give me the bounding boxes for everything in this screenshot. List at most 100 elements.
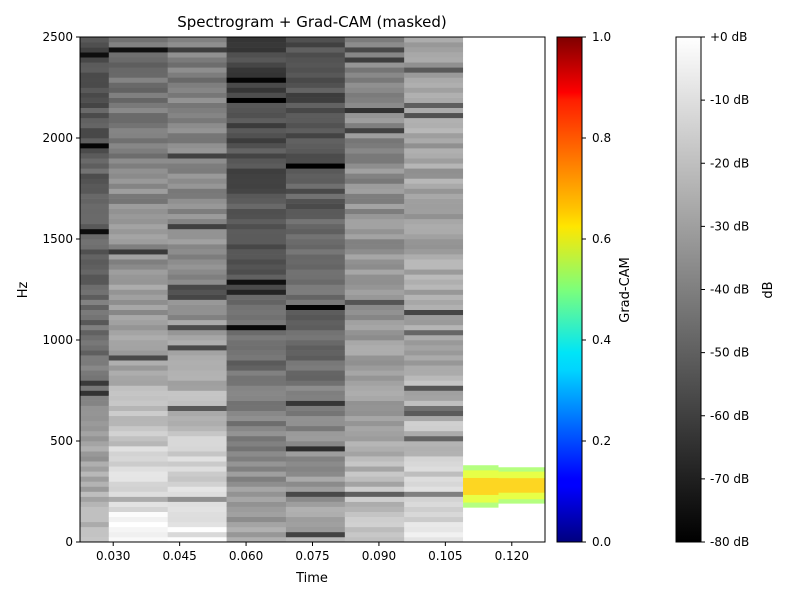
spectrogram-cell [80, 496, 110, 502]
spectrogram-cell [344, 233, 405, 240]
spectrogram-cell [108, 178, 168, 184]
spectrogram-cell [285, 340, 346, 346]
spectrogram-cell [108, 143, 168, 149]
spectrogram-cell [404, 198, 464, 204]
spectrogram-cell [404, 208, 464, 215]
x-tick-label: 0.105 [428, 549, 462, 563]
spectrogram-cell [404, 385, 464, 391]
spectrogram-cell [344, 249, 405, 255]
spectrogram-cell [404, 324, 464, 331]
spectrogram-cell [226, 193, 287, 199]
spectrogram-cell [167, 244, 227, 250]
spectrogram-cell [463, 501, 545, 507]
spectrogram-cell [226, 491, 287, 497]
spectrogram-cell [108, 62, 168, 68]
spectrogram-cell [463, 319, 545, 326]
spectrogram-cell [463, 183, 545, 189]
spectrogram-cell [285, 163, 346, 169]
spectrogram-cell [108, 42, 168, 48]
spectrogram-cell [404, 239, 464, 245]
x-tick-label: 0.030 [96, 549, 130, 563]
spectrogram-cell [80, 143, 110, 149]
spectrogram-cell [167, 82, 227, 88]
spectrogram-cell [80, 299, 110, 305]
spectrogram-cell [285, 309, 346, 316]
spectrogram-cell [404, 441, 464, 447]
spectrogram-cell [167, 451, 227, 457]
spectrogram-cell [404, 279, 464, 285]
spectrogram-cell [344, 329, 405, 336]
gradcam-colorbar-tick-label: 0.8 [592, 131, 611, 145]
spectrogram-cell [344, 486, 405, 492]
spectrogram-cell [285, 350, 346, 356]
spectrogram-cell [404, 390, 464, 396]
spectrogram-cell [463, 456, 545, 462]
spectrogram-cell [344, 456, 405, 462]
spectrogram-cell [285, 345, 346, 351]
spectrogram-cell [226, 42, 287, 48]
spectrogram-cell [285, 395, 346, 401]
spectrogram-cell [226, 244, 287, 250]
spectrogram-cell [167, 289, 227, 295]
spectrogram-cell [285, 72, 346, 78]
spectrogram-cell [404, 309, 464, 316]
spectrogram-cell [344, 319, 405, 326]
spectrogram-cell [108, 203, 168, 209]
spectrogram-cell [404, 400, 464, 406]
spectrogram-cell [80, 82, 110, 88]
spectrogram-cell [226, 274, 287, 280]
spectrogram-cell [226, 233, 287, 240]
spectrogram-cell [285, 47, 346, 53]
spectrogram-cell [108, 309, 168, 316]
spectrogram-cell [344, 380, 405, 386]
spectrogram-cell [108, 87, 168, 93]
spectrogram-cell [80, 47, 110, 53]
spectrogram-cell [285, 461, 346, 467]
spectrogram-cell [463, 350, 545, 356]
spectrogram-cell [108, 284, 168, 290]
spectrogram-cell [344, 400, 405, 406]
spectrogram-cell [285, 466, 346, 472]
spectrogram-cell [344, 415, 405, 422]
spectrogram-cell [404, 259, 464, 265]
spectrogram-cell [226, 97, 287, 103]
spectrogram-cell [80, 249, 110, 255]
spectrogram-cell [108, 461, 168, 467]
spectrogram-cell [404, 319, 464, 326]
spectrogram-cell [167, 324, 227, 331]
spectrogram-cell [285, 127, 346, 134]
gradcam-region-core [463, 477, 499, 495]
spectrogram-cell [108, 228, 168, 235]
spectrogram-cell [285, 158, 346, 164]
spectrogram-cell [344, 92, 405, 98]
y-tick-label: 1500 [42, 232, 73, 246]
spectrogram-cell [285, 476, 346, 482]
spectrogram-cell [108, 67, 168, 73]
spectrogram-cell [344, 289, 405, 295]
spectrogram-cell [285, 521, 346, 528]
gradcam-colorbar-tick-label: 0.0 [592, 535, 611, 549]
spectrogram-cell [226, 526, 287, 533]
spectrogram-cell [226, 82, 287, 88]
spectrogram-cell [226, 501, 287, 507]
spectrogram-cell [80, 284, 110, 290]
spectrogram-cell [108, 249, 168, 255]
spectrogram-cell [285, 481, 346, 487]
spectrogram-cell [167, 37, 227, 43]
y-tick-label: 0 [65, 535, 73, 549]
spectrogram-cell [80, 425, 110, 432]
spectrogram-cell [285, 122, 346, 129]
spectrogram-cell [463, 228, 545, 235]
spectrogram-cell [463, 178, 545, 184]
spectrogram-cell [404, 340, 464, 346]
spectrogram-cell [80, 360, 110, 366]
spectrogram-cell [108, 208, 168, 215]
spectrogram-cell [167, 425, 227, 432]
x-tick-label: 0.045 [162, 549, 196, 563]
spectrogram-cell [344, 218, 405, 225]
spectrogram-cell [80, 102, 110, 108]
spectrogram-cell [80, 153, 110, 159]
spectrogram-cell [463, 420, 545, 427]
spectrogram-cell [463, 62, 545, 68]
spectrogram-cell [226, 294, 287, 300]
